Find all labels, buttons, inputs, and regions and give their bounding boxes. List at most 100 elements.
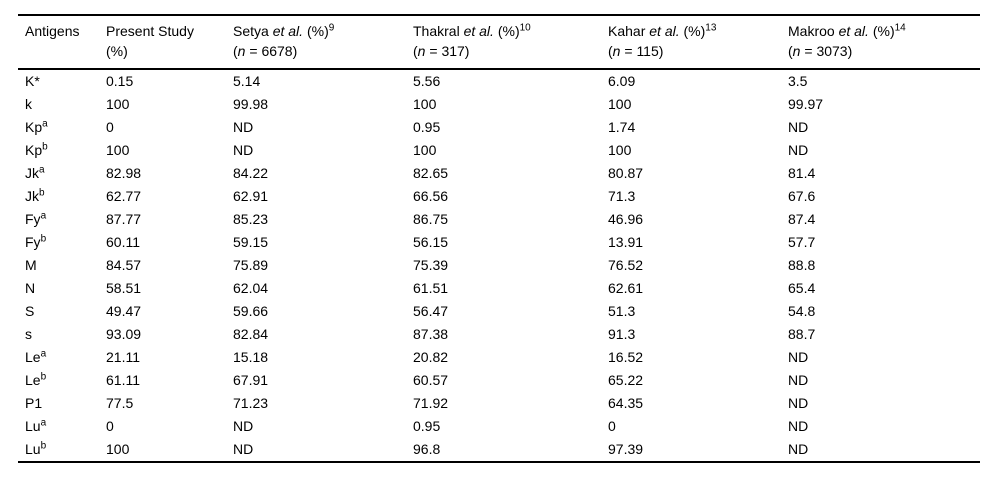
value-cell: ND xyxy=(788,418,809,434)
value-cell: 60.11 xyxy=(106,234,140,250)
n-value: 6678 xyxy=(261,43,293,59)
value-cell: 100 xyxy=(106,96,130,112)
antigen-label: Kp xyxy=(25,119,43,135)
antigen-cell: Lea xyxy=(18,346,106,369)
antigen-cell: P1 xyxy=(18,392,106,415)
percent-label: (%) xyxy=(872,23,895,39)
value-cell: ND xyxy=(788,441,809,457)
value-cell: 66.56 xyxy=(413,188,449,204)
antigen-cell: M xyxy=(18,254,106,277)
table-row: N 58.51 62.04 61.51 62.61 65.4 xyxy=(18,277,980,300)
header-sublabel: (%) xyxy=(106,43,128,59)
table-row: Fyb 60.11 59.15 56.15 13.91 57.7 xyxy=(18,231,980,254)
value-cell: 3.5 xyxy=(788,73,808,89)
antigen-superscript: b xyxy=(40,371,47,383)
antigen-superscript: a xyxy=(39,164,45,176)
value-cell: ND xyxy=(233,418,254,434)
antigen-cell: Lua xyxy=(18,415,106,438)
antigen-label: K* xyxy=(25,73,40,89)
value-cell: 85.23 xyxy=(233,211,269,227)
value-cell: ND xyxy=(788,119,809,135)
table-row: Lea 21.11 15.18 20.82 16.52 ND xyxy=(18,346,980,369)
table-row: Lua 0 ND 0.95 0 ND xyxy=(18,415,980,438)
table-row: K* 0.15 5.14 5.56 6.09 3.5 xyxy=(18,69,980,93)
header-label: Antigens xyxy=(25,23,80,39)
table-row: Leb 61.11 67.91 60.57 65.22 ND xyxy=(18,369,980,392)
value-cell: 0.15 xyxy=(106,73,134,89)
antigen-label: Le xyxy=(25,349,41,365)
value-cell: ND xyxy=(788,395,809,411)
value-cell: 80.87 xyxy=(608,165,644,181)
antigen-cell: S xyxy=(18,300,106,323)
value-cell: 0 xyxy=(106,119,114,135)
antigen-label: Le xyxy=(25,372,41,388)
value-cell: 84.22 xyxy=(233,165,269,181)
antigen-superscript: a xyxy=(40,417,47,429)
antigen-label: M xyxy=(25,257,37,273)
value-cell: ND xyxy=(233,119,254,135)
table-row: Kpb 100 ND 100 100 ND xyxy=(18,139,980,162)
value-cell: 61.11 xyxy=(106,372,140,388)
antigen-cell: N xyxy=(18,277,106,300)
value-cell: 49.47 xyxy=(106,303,142,319)
sample-size: (n = 3073) xyxy=(788,43,853,59)
value-cell: 0.95 xyxy=(413,418,441,434)
table-row: k 100 99.98 100 100 99.97 xyxy=(18,93,980,116)
value-cell: 1.74 xyxy=(608,119,636,135)
citation-ref: 14 xyxy=(894,22,906,34)
value-cell: 5.14 xyxy=(233,73,261,89)
value-cell: 100 xyxy=(608,96,632,112)
value-cell: 46.96 xyxy=(608,211,644,227)
n-label: n xyxy=(417,43,426,59)
value-cell: 51.3 xyxy=(608,303,636,319)
antigen-superscript: a xyxy=(40,210,47,222)
antigen-cell: Fya xyxy=(18,208,106,231)
antigen-superscript: b xyxy=(42,141,48,153)
value-cell: 20.82 xyxy=(413,349,449,365)
n-label: n xyxy=(612,43,621,59)
percent-label: (%) xyxy=(497,23,520,39)
antigen-cell: Jkb xyxy=(18,185,106,208)
value-cell: 82.98 xyxy=(106,165,142,181)
n-value: 115 xyxy=(636,43,659,59)
value-cell: 75.89 xyxy=(233,257,269,273)
table-row: M 84.57 75.89 75.39 76.52 88.8 xyxy=(18,254,980,277)
table-body: K* 0.15 5.14 5.56 6.09 3.5 k 100 99.98 1… xyxy=(18,69,980,462)
value-cell: ND xyxy=(788,142,809,158)
antigen-label: Jk xyxy=(25,188,39,204)
value-cell: 96.8 xyxy=(413,441,441,457)
value-cell: 62.91 xyxy=(233,188,269,204)
value-cell: 100 xyxy=(106,142,130,158)
column-header-antigens: Antigens xyxy=(18,15,106,69)
antigen-label: Kp xyxy=(25,142,43,158)
value-cell: 64.35 xyxy=(608,395,644,411)
value-cell: 71.23 xyxy=(233,395,269,411)
value-cell: 87.4 xyxy=(788,211,816,227)
antigen-label: P1 xyxy=(25,395,43,411)
antigen-superscript: a xyxy=(40,348,47,360)
value-cell: 100 xyxy=(413,96,437,112)
value-cell: 58.51 xyxy=(106,280,142,296)
value-cell: 16.52 xyxy=(608,349,644,365)
value-cell: 59.15 xyxy=(233,234,269,250)
value-cell: 86.75 xyxy=(413,211,449,227)
percent-label: (%) xyxy=(306,23,329,39)
percent-label: (%) xyxy=(683,23,706,39)
value-cell: 99.97 xyxy=(788,96,824,112)
n-label: n xyxy=(237,43,246,59)
antigen-cell: s xyxy=(18,323,106,346)
value-cell: 99.98 xyxy=(233,96,269,112)
antigen-cell: K* xyxy=(18,69,106,93)
value-cell: 100 xyxy=(413,142,437,158)
value-cell: ND xyxy=(788,372,809,388)
value-cell: 97.39 xyxy=(608,441,644,457)
n-value: 3073 xyxy=(816,43,848,59)
antigen-label: s xyxy=(25,326,32,342)
table-row: s 93.09 82.84 87.38 91.3 88.7 xyxy=(18,323,980,346)
sample-size: (n = 317) xyxy=(413,43,470,59)
citation-ref: 10 xyxy=(519,22,531,34)
value-cell: 84.57 xyxy=(106,257,142,273)
antigen-superscript: b xyxy=(40,440,47,452)
antigen-superscript: b xyxy=(40,233,47,245)
table-row: Kpa 0 ND 0.95 1.74 ND xyxy=(18,116,980,139)
